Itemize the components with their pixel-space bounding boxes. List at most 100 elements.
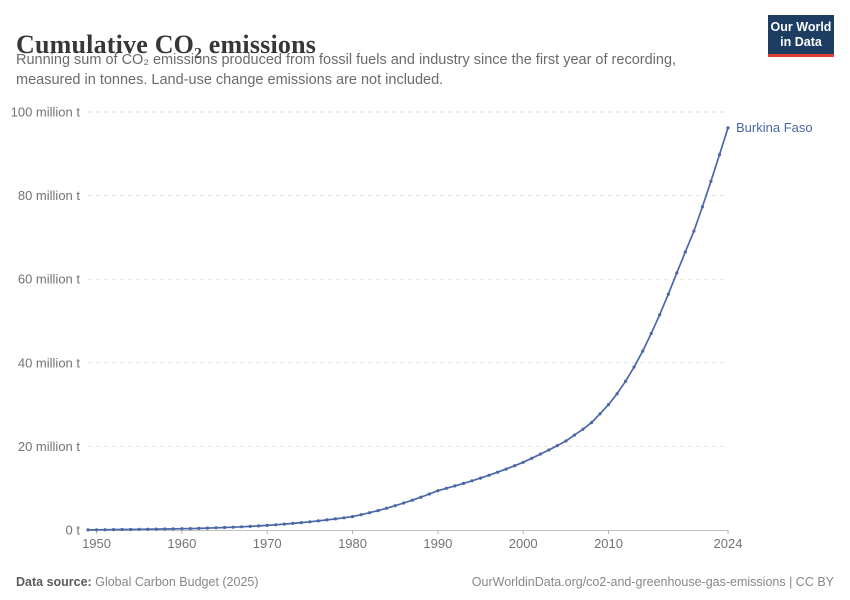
data-point [240, 525, 244, 529]
data-point [675, 271, 679, 275]
data-point [538, 452, 542, 456]
data-point [402, 501, 406, 505]
data-point [393, 504, 397, 508]
canonical-url[interactable]: OurWorldinData.org/co2-and-greenhouse-ga… [471, 575, 834, 589]
data-point [180, 527, 184, 531]
data-point [530, 456, 534, 460]
data-point [274, 523, 278, 527]
subtitle-line-2: measured in tonnes. Land-use change emis… [16, 71, 444, 88]
data-point [359, 513, 363, 517]
data-point [606, 403, 611, 407]
data-point [163, 527, 167, 531]
data-point [453, 484, 457, 488]
x-axis-tick-label: 2000 [509, 536, 538, 551]
y-axis-tick-label: 100 million t [11, 105, 81, 120]
data-point [624, 379, 628, 383]
data-point [342, 516, 346, 520]
chart-subtitle: Running sum of CO₂ emissions produced fr… [16, 51, 676, 90]
y-axis-tick-label: 60 million t [18, 272, 81, 287]
data-line [87, 127, 729, 531]
data-source-value: Global Carbon Budget (2025) [95, 575, 259, 589]
data-point [726, 126, 730, 130]
data-point [299, 521, 303, 525]
data-point [231, 525, 235, 529]
data-point [129, 527, 133, 532]
x-axis-tick-label: 2010 [594, 536, 623, 551]
data-point [410, 498, 414, 502]
page-title: Cumulative CO₂ emissions [16, 30, 317, 60]
data-point [658, 313, 662, 317]
data-point [103, 528, 107, 532]
data-source-label: Data source: [16, 575, 92, 589]
data-point [222, 525, 227, 530]
data-point [257, 524, 261, 528]
data-point [496, 470, 500, 474]
data-point [461, 481, 466, 485]
data-point [436, 489, 440, 493]
x-axis-tick-label: 1950 [82, 536, 111, 551]
data-point [120, 527, 124, 532]
data-point [171, 527, 175, 531]
data-source-note: Data source: Global Carbon Budget (2025) [16, 575, 259, 589]
y-axis-tick-label: 40 million t [18, 355, 81, 370]
logo-line-2: in Data [780, 34, 822, 49]
data-point [188, 527, 192, 531]
x-axis-tick-label: 1960 [167, 536, 196, 551]
data-point [683, 250, 687, 254]
data-point [615, 392, 619, 396]
data-point [197, 526, 201, 531]
data-point [94, 528, 99, 532]
data-point [112, 528, 116, 532]
x-axis-tick-label: 2024 [714, 536, 743, 551]
data-point [316, 519, 320, 523]
data-point [427, 492, 431, 496]
data-point [308, 520, 312, 524]
data-point [487, 473, 491, 477]
data-point [692, 229, 696, 233]
data-point [137, 527, 141, 531]
data-point [589, 421, 594, 425]
data-point [632, 365, 636, 369]
data-point [368, 511, 372, 515]
data-point [641, 349, 645, 353]
data-point [700, 205, 705, 209]
subtitle-line-1: Running sum of CO₂ emissions produced fr… [16, 52, 677, 68]
data-point [504, 467, 508, 471]
data-point [265, 523, 269, 528]
data-point [470, 479, 474, 483]
data-point [376, 509, 380, 513]
data-point [666, 292, 670, 296]
data-point [325, 518, 329, 522]
x-axis-tick-label: 1980 [338, 536, 367, 551]
data-point [572, 433, 577, 437]
data-point [547, 448, 551, 452]
data-point [214, 526, 218, 530]
owid-logo: Our World in Data [768, 15, 834, 57]
series-label-burkina-faso[interactable]: Burkina Faso [736, 119, 813, 135]
data-point [282, 522, 286, 526]
data-point [555, 444, 559, 448]
data-point [513, 464, 517, 468]
data-point [385, 506, 389, 510]
data-point [154, 527, 158, 531]
data-point [717, 153, 722, 157]
data-point [248, 524, 252, 529]
data-point [564, 439, 568, 443]
data-point [649, 331, 653, 336]
data-point [419, 495, 423, 499]
data-point [350, 515, 355, 519]
chart-footer: Data source: Global Carbon Budget (2025)… [16, 575, 834, 589]
data-point [291, 521, 295, 526]
data-point [581, 427, 585, 431]
logo-line-1: Our World [770, 20, 832, 34]
x-axis-tick-label: 1970 [253, 536, 282, 551]
y-axis-tick-label: 80 million t [18, 188, 81, 203]
data-point [333, 517, 338, 521]
data-point [205, 526, 210, 530]
data-point [709, 179, 713, 183]
data-point [598, 412, 602, 416]
y-axis-tick-label: 20 million t [18, 439, 81, 454]
data-point [478, 476, 483, 480]
